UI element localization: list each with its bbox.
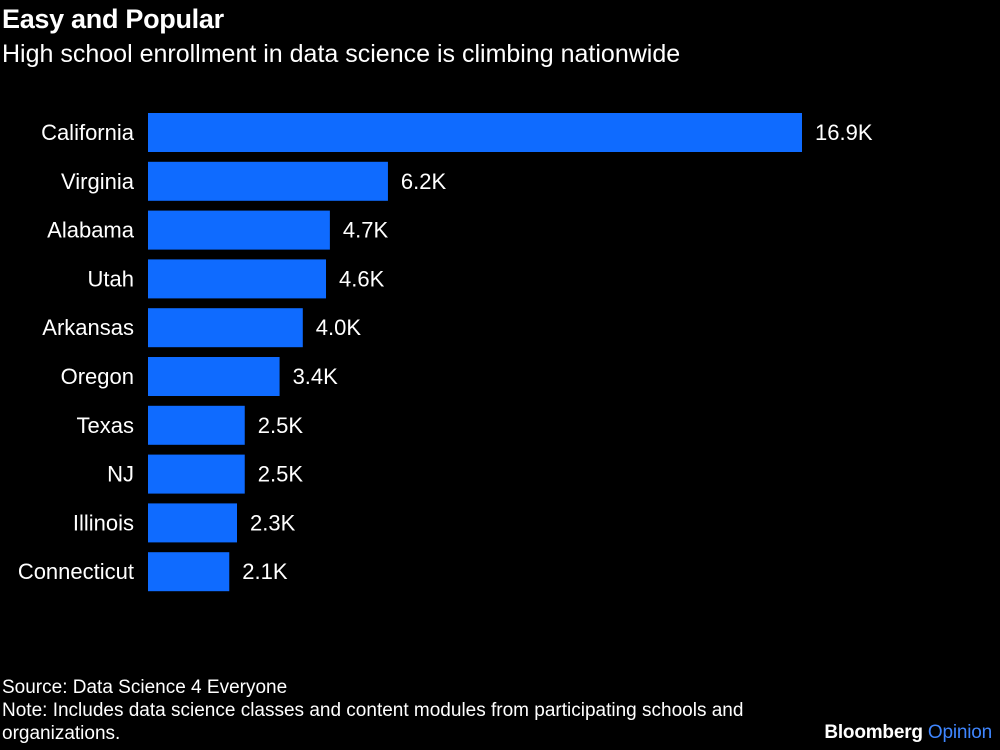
brand-section: Opinion [927, 722, 992, 743]
category-label: Oregon [61, 364, 134, 389]
bar-oregon [148, 357, 280, 396]
chart-title: Easy and Popular [2, 4, 224, 34]
value-label: 2.5K [258, 413, 304, 438]
bar-california [148, 113, 802, 152]
footnote: Note: Includes data science classes and … [2, 700, 744, 744]
bar-connecticut [148, 552, 230, 592]
value-label: 2.3K [250, 510, 296, 535]
category-label: Utah [88, 266, 134, 291]
value-label: 4.6K [339, 266, 385, 291]
brand-name: Bloomberg [824, 722, 923, 743]
category-label: NJ [107, 462, 134, 487]
bar-chart: California 16.9K Virginia 6.2K Alabama 4.7K Ut… [18, 113, 873, 592]
source-note: Source: Data Science 4 Everyone [2, 677, 288, 698]
category-label: Texas [77, 413, 134, 438]
value-label: 6.2K [401, 169, 447, 194]
bar-utah [148, 259, 327, 299]
value-label: 4.7K [343, 218, 389, 243]
bar-arkansas [148, 308, 303, 348]
category-label: California [41, 120, 135, 145]
chart-subtitle: High school enrollment in data science i… [2, 40, 681, 68]
value-label: 2.1K [242, 559, 288, 584]
footer: Source: Data Science 4 Everyone Note: In… [2, 676, 792, 745]
value-label: 4.0K [316, 315, 362, 340]
bar-virginia [148, 161, 388, 201]
value-label: 16.9K [815, 120, 873, 145]
bar-texas [148, 405, 245, 445]
value-label: 2.5K [258, 462, 304, 487]
category-label: Arkansas [42, 315, 134, 340]
bar-alabama [148, 210, 330, 250]
bar-nj [148, 454, 245, 494]
category-label: Alabama [47, 218, 135, 243]
value-label: 3.4K [293, 364, 339, 389]
bar-illinois [148, 503, 238, 543]
category-label: Virginia [61, 169, 135, 194]
category-label: Connecticut [18, 559, 134, 584]
category-label: Illinois [73, 510, 134, 535]
bloomberg-opinion-logo: Bloomberg Opinion [824, 722, 992, 744]
